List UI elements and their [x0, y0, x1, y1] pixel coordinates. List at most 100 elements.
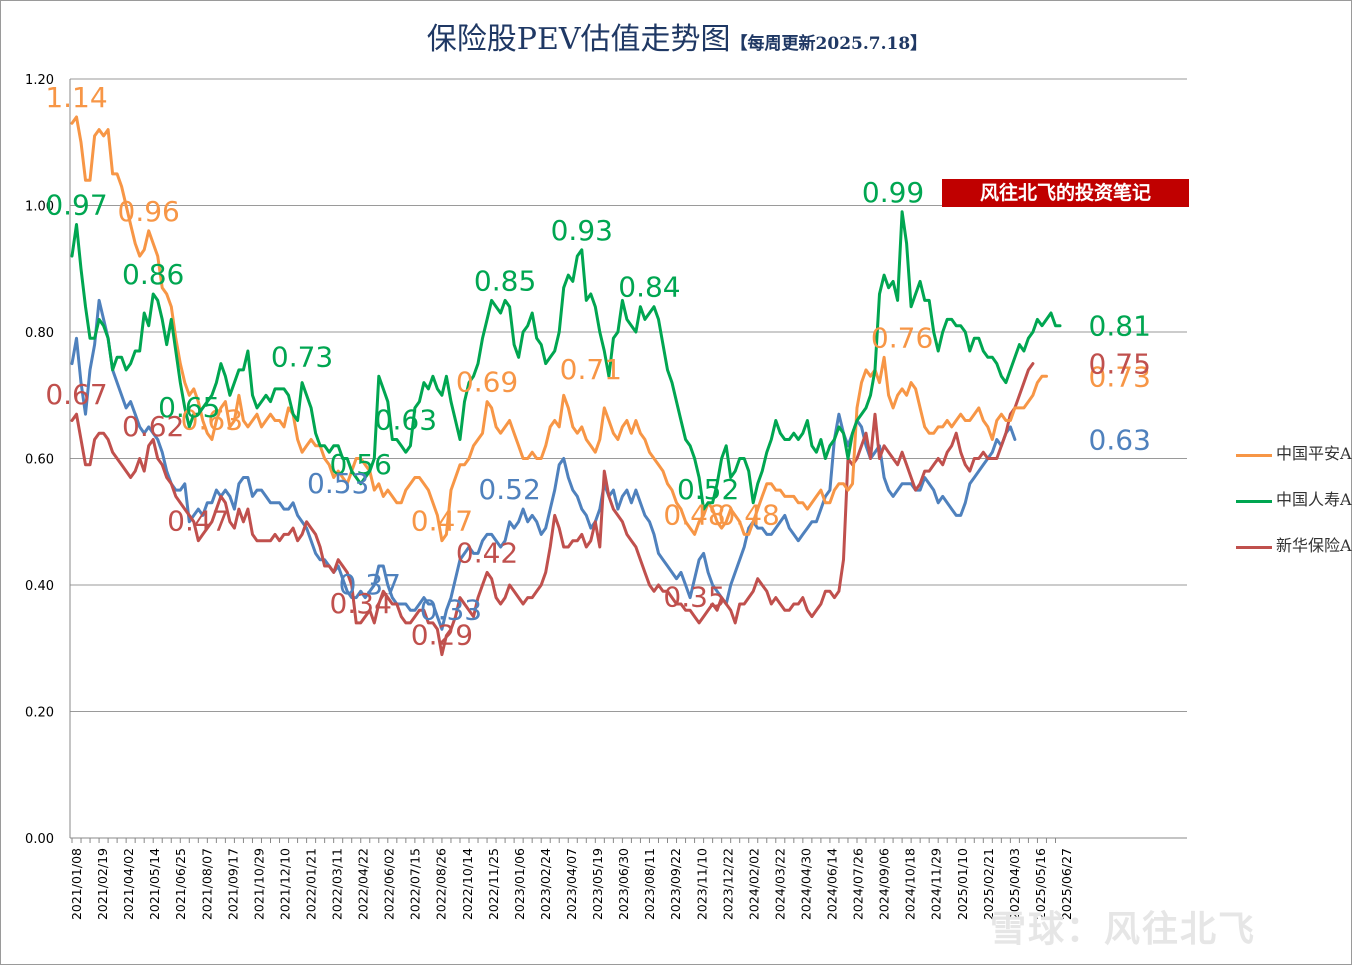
- y-tick-label: 0.80: [25, 326, 54, 341]
- x-tick-label: 2023/02/24: [538, 848, 553, 920]
- x-tick-label: 2023/11/10: [694, 848, 709, 920]
- data-label: 0.48: [718, 498, 780, 531]
- x-tick-label: 2025/02/21: [981, 848, 996, 920]
- legend-swatch: [1236, 454, 1272, 457]
- chart-title: 保险股PEV估值走势图: [426, 22, 731, 57]
- x-tick-label: 2021/08/07: [199, 848, 214, 920]
- data-label: 0.63: [181, 404, 243, 437]
- data-label: 0.52: [478, 473, 540, 506]
- data-label: 0.86: [122, 258, 184, 291]
- data-label: 0.93: [551, 214, 613, 247]
- data-label: 0.33: [420, 593, 482, 626]
- x-tick-label: 2021/10/29: [251, 848, 266, 920]
- x-tick-label: 2021/04/02: [121, 848, 136, 920]
- x-tick-label: 2021/09/17: [225, 848, 240, 920]
- data-label: 0.63: [1089, 424, 1151, 457]
- x-tick-label: 2024/09/06: [877, 848, 892, 920]
- data-label: 0.73: [1089, 360, 1151, 393]
- x-tick-label: 2023/12/22: [720, 848, 735, 920]
- legend-item: 新华保险A: [1236, 532, 1354, 578]
- x-tick-label: 2025/05/16: [1033, 848, 1048, 920]
- series-line-2: [70, 362, 1035, 657]
- x-tick-label: 2022/01/21: [303, 848, 318, 920]
- legend-swatch: [1236, 500, 1272, 503]
- x-tick-label: 2025/01/10: [955, 848, 970, 920]
- data-label: 0.48: [663, 498, 725, 531]
- data-label: 0.42: [456, 536, 518, 569]
- data-label: 0.71: [560, 353, 622, 386]
- x-tick-label: 2024/04/30: [798, 848, 813, 920]
- data-label: 0.56: [330, 448, 392, 481]
- data-label: 0.99: [862, 176, 924, 209]
- data-label: 0.53: [307, 467, 369, 500]
- watermark: 雪球：风往北飞: [990, 909, 1257, 950]
- data-label: 0.97: [45, 188, 107, 221]
- author-badge: 风往北飞的投资笔记: [942, 179, 1189, 207]
- x-tick-label: 2022/11/25: [486, 848, 501, 920]
- data-label: 0.69: [456, 366, 518, 399]
- data-label: 0.35: [663, 581, 725, 614]
- x-tick-label: 2021/01/08: [69, 848, 84, 920]
- x-tick-label: 2023/06/30: [616, 848, 631, 920]
- y-tick-label: 1.20: [25, 73, 54, 88]
- y-tick-label: 1.00: [25, 200, 54, 215]
- data-label: 0.34: [330, 587, 392, 620]
- data-label: 0.63: [375, 404, 437, 437]
- x-tick-label: 2023/08/11: [642, 848, 657, 920]
- data-label: 0.85: [474, 264, 536, 297]
- x-tick-label: 2022/10/14: [460, 848, 475, 920]
- legend-label: 中国平安A: [1276, 444, 1352, 463]
- x-tick-label: 2025/04/03: [1007, 848, 1022, 920]
- legend: 中国平安A 中国人寿A 新华保险A: [1236, 440, 1354, 578]
- y-tick-label: 0.40: [25, 579, 54, 594]
- data-label: 0.84: [618, 271, 680, 304]
- x-tick-label: 2024/07/26: [851, 848, 866, 920]
- x-tick-label: 2024/10/18: [903, 848, 918, 920]
- data-label: 0.81: [1089, 310, 1151, 343]
- data-label: 0.62: [122, 410, 184, 443]
- legend-swatch: [1236, 546, 1272, 549]
- x-tick-label: 2021/06/25: [173, 848, 188, 920]
- x-tick-label: 2024/02/02: [746, 848, 761, 920]
- x-tick-label: 2023/01/06: [512, 848, 527, 920]
- y-tick-label: 0.20: [25, 706, 54, 721]
- data-label: 1.14: [45, 81, 107, 114]
- x-tick-label: 2022/03/11: [330, 848, 345, 920]
- data-label: 0.73: [271, 340, 333, 373]
- x-tick-label: 2024/03/22: [772, 848, 787, 920]
- x-tick-label: 2022/07/15: [408, 848, 423, 920]
- data-label: 0.47: [411, 505, 473, 538]
- x-tick-label: 2023/04/07: [564, 848, 579, 920]
- data-label: 0.67: [45, 378, 107, 411]
- data-label: 0.37: [339, 568, 401, 601]
- data-label: 0.76: [871, 321, 933, 354]
- chart-subtitle: 【每周更新2025.7.18】: [730, 34, 928, 54]
- series-line-1: [70, 210, 1062, 511]
- legend-label: 中国人寿A: [1276, 490, 1352, 509]
- x-tick-label: 2022/04/22: [356, 848, 371, 920]
- data-label: 0.47: [167, 505, 229, 538]
- x-tick-label: 2024/11/29: [929, 848, 944, 920]
- data-label: 0.29: [411, 619, 473, 652]
- x-tick-label: 2021/02/19: [95, 848, 110, 920]
- x-tick-label: 2022/08/26: [434, 848, 449, 920]
- x-tick-label: 2021/12/10: [277, 848, 292, 920]
- legend-label: 新华保险A: [1276, 536, 1352, 555]
- y-tick-label: 0.00: [25, 832, 54, 847]
- x-tick-label: 2025/06/27: [1059, 848, 1074, 920]
- x-tick-label: 2023/09/22: [668, 848, 683, 920]
- x-tick-label: 2021/05/14: [147, 848, 162, 920]
- data-label: 0.52: [677, 473, 739, 506]
- x-tick-label: 2022/06/02: [382, 848, 397, 920]
- data-label: 0.75: [1089, 348, 1151, 381]
- data-label: 0.96: [118, 195, 180, 228]
- legend-item: 中国平安A: [1236, 440, 1354, 486]
- data-label: 0.65: [158, 391, 220, 424]
- chart-title-block: 保险股PEV估值走势图【每周更新2025.7.18】: [0, 14, 1354, 58]
- x-tick-label: 2024/06/14: [825, 848, 840, 920]
- y-tick-label: 0.60: [25, 453, 54, 468]
- legend-item: 中国人寿A: [1236, 486, 1354, 532]
- x-tick-label: 2023/05/19: [590, 848, 605, 920]
